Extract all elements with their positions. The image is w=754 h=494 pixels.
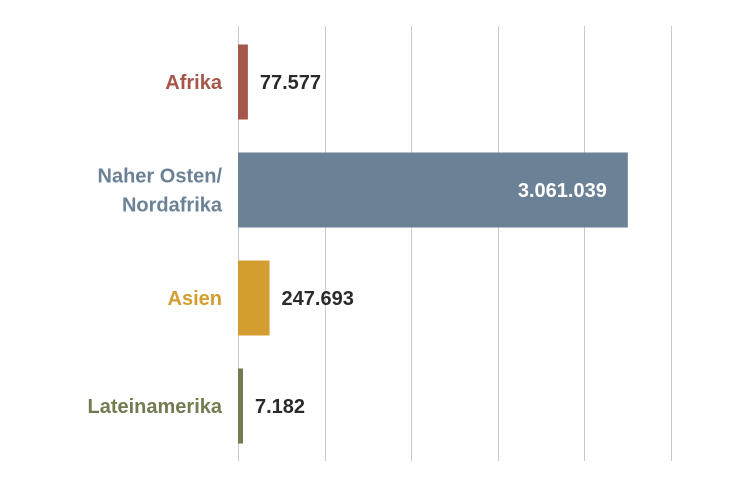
bar-1: [238, 152, 628, 228]
category-label-0: Afrika: [165, 72, 223, 94]
category-label-2-line-0: Asien: [168, 288, 222, 310]
category-label-0-line-0: Afrika: [165, 72, 223, 94]
value-label-3: 7.182: [255, 396, 305, 418]
bars: [238, 44, 628, 444]
category-label-3-line-0: Lateinamerika: [87, 396, 222, 418]
category-label-1-line-1: Nordafrika: [122, 195, 223, 217]
value-labels: 77.577 3.061.039 247.693 7.182: [255, 72, 607, 418]
bar-0: [238, 44, 248, 120]
value-label-0: 77.577: [260, 72, 321, 94]
value-label-1: 3.061.039: [518, 180, 607, 202]
category-labels: Afrika Naher Osten/Nordafrika Asien Lateina…: [87, 72, 222, 418]
bar-2: [238, 260, 270, 336]
category-label-3: Lateinamerika: [87, 396, 222, 418]
bar-3: [238, 368, 243, 444]
value-label-2: 247.693: [282, 288, 354, 310]
category-label-1-line-0: Naher Osten/: [98, 166, 223, 188]
category-label-1: Naher Osten/Nordafrika: [98, 166, 223, 217]
category-label-2: Asien: [168, 288, 222, 310]
